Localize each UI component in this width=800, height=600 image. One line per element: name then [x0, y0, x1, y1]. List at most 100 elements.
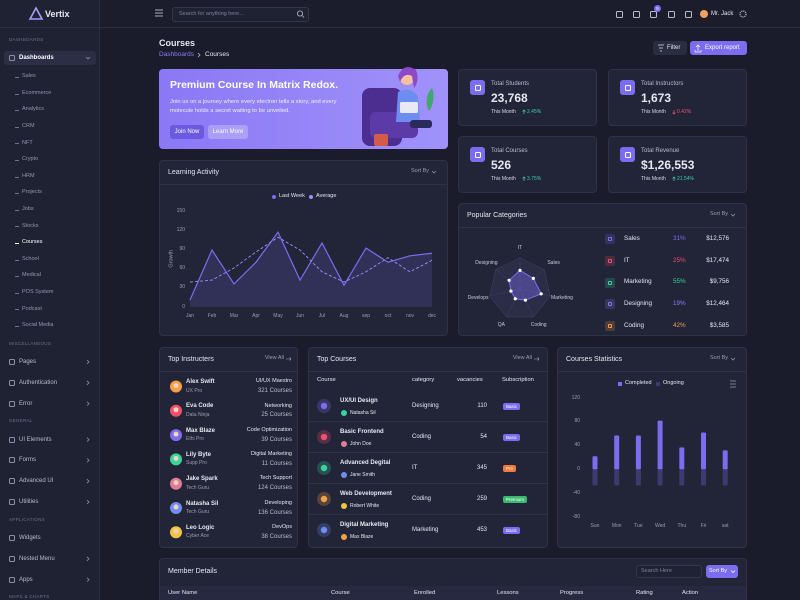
- nav-icon: [9, 555, 15, 562]
- nav-item[interactable]: Nested Menu: [19, 555, 55, 562]
- stat-icon: [470, 147, 485, 162]
- category-name: Designing: [624, 300, 653, 308]
- nav-subitem[interactable]: Jobs: [22, 206, 34, 213]
- export-button[interactable]: [690, 41, 747, 55]
- legend-label: Average: [316, 193, 337, 200]
- instructor-role: Code Optimization: [246, 426, 292, 433]
- card-title: Popular Categories: [467, 211, 527, 219]
- column-header: vacancies: [457, 377, 483, 384]
- search-box[interactable]: [172, 7, 309, 22]
- search-placeholder: Search for anything here...: [179, 10, 244, 17]
- card-title: Top Instructers: [168, 355, 214, 363]
- course-category: Marketing: [412, 527, 439, 533]
- r-tick-label: 100: [524, 262, 532, 268]
- header-icon[interactable]: [649, 10, 657, 18]
- nav-dash: [15, 209, 19, 211]
- nav-subitem[interactable]: Analytics: [22, 106, 45, 113]
- category-share: 25%: [673, 256, 686, 264]
- sidebar: [0, 0, 100, 600]
- stat-icon-glyph: [624, 151, 631, 158]
- nav-subitem[interactable]: Ecommerce: [22, 89, 52, 96]
- nav-dash: [15, 176, 19, 178]
- nav-item[interactable]: Error: [19, 400, 33, 407]
- nav-subitem[interactable]: HRM: [22, 172, 35, 179]
- filter-button[interactable]: [653, 41, 687, 55]
- category-icon-glyph: [608, 324, 612, 329]
- nav-item[interactable]: Pages: [19, 359, 37, 365]
- instructor-handle: Tech Guru: [186, 484, 210, 491]
- course-vacancies: 345: [476, 465, 487, 471]
- sort-button[interactable]: [706, 565, 738, 578]
- nav-dash: [15, 326, 19, 327]
- sort-menu[interactable]: Sort By: [710, 355, 729, 362]
- category-revenue: $9,756: [709, 278, 729, 286]
- nav-item[interactable]: Authentication: [19, 379, 58, 386]
- button-label: Sort By: [709, 567, 728, 574]
- nav-subitem[interactable]: Stocks: [22, 222, 39, 229]
- plan-badge: Basic: [503, 433, 521, 441]
- stat-change: 3.75%: [527, 175, 542, 182]
- nav-subitem[interactable]: POS System: [22, 289, 54, 296]
- nav-item[interactable]: UI Elements: [19, 436, 52, 443]
- nav-subitem[interactable]: School: [22, 255, 39, 262]
- nav-item[interactable]: Utilities: [19, 499, 39, 505]
- header-icon[interactable]: [684, 10, 692, 18]
- nav-subitem[interactable]: Projects: [22, 189, 42, 196]
- instructor-role: DevOps: [272, 524, 292, 531]
- nav-active-bg: [4, 51, 96, 65]
- header-icon[interactable]: [632, 10, 640, 18]
- nav-subitem[interactable]: NFT: [22, 139, 33, 146]
- instructor-handle: Cyber Ace: [186, 533, 210, 540]
- instructor-name: Natasha Sil: [186, 500, 219, 507]
- nav-item[interactable]: Forms: [19, 457, 36, 464]
- column-header: User Name: [168, 590, 198, 597]
- stat-value: 1,673: [641, 91, 672, 105]
- category-name: Marketing: [624, 278, 652, 286]
- nav-icon: [9, 478, 15, 485]
- header-icon[interactable]: [667, 10, 675, 18]
- legend-label: Last Week: [279, 193, 305, 200]
- nav-item[interactable]: Widgets: [19, 535, 41, 541]
- y-tick-label: 80: [574, 418, 580, 425]
- header-icon[interactable]: [615, 10, 623, 18]
- button-label: Export report: [705, 45, 740, 51]
- nav-subitem[interactable]: Social Media: [22, 322, 54, 329]
- nav-subitem[interactable]: Sales: [22, 73, 36, 80]
- x-tick-label: May: [273, 312, 283, 319]
- column-header: Progress: [560, 590, 584, 597]
- y-tick-label: 60: [179, 265, 185, 272]
- course-vacancies: 110: [477, 403, 487, 409]
- plan-badge: Premium: [503, 495, 528, 503]
- nav-subitem[interactable]: Medical: [22, 272, 41, 279]
- column-header: Rating: [636, 590, 653, 597]
- nav-subitem[interactable]: Courses: [22, 239, 43, 246]
- nav-item[interactable]: Apps: [19, 576, 33, 583]
- sort-menu[interactable]: Sort By: [710, 211, 729, 218]
- user-name[interactable]: Mr. Jack: [711, 11, 734, 17]
- x-tick-label: dec: [427, 312, 437, 319]
- nav-item[interactable]: Advanced UI: [19, 478, 54, 485]
- instructor-name: Leo Logic: [186, 524, 215, 531]
- stat-icon-glyph: [474, 84, 481, 91]
- view-all-link[interactable]: View All: [512, 355, 532, 362]
- category-name: Coding: [624, 322, 644, 330]
- join-button[interactable]: [170, 125, 204, 139]
- x-tick-label: sep: [361, 312, 371, 319]
- nav-item[interactable]: Dashboards: [19, 55, 54, 61]
- legend-label: Completed: [625, 380, 652, 387]
- search-box[interactable]: [636, 565, 702, 578]
- instructor-handle: Ethi Pro: [186, 436, 204, 443]
- nav-dash: [15, 110, 19, 112]
- sort-menu[interactable]: Sort By: [411, 168, 430, 175]
- learn-button[interactable]: [208, 125, 248, 139]
- radar-label: QA: [497, 322, 505, 329]
- nav-subitem[interactable]: CRM: [22, 123, 35, 130]
- nav-subitem[interactable]: Crypto: [22, 156, 39, 163]
- breadcrumb[interactable]: Dashboards: [159, 50, 195, 58]
- category-share: 55%: [673, 278, 686, 286]
- nav-icon: [9, 400, 15, 407]
- divider: [159, 184, 448, 185]
- nav-icon: [9, 499, 15, 505]
- view-all-link[interactable]: View All: [264, 355, 284, 362]
- nav-subitem[interactable]: Podcast: [22, 305, 42, 312]
